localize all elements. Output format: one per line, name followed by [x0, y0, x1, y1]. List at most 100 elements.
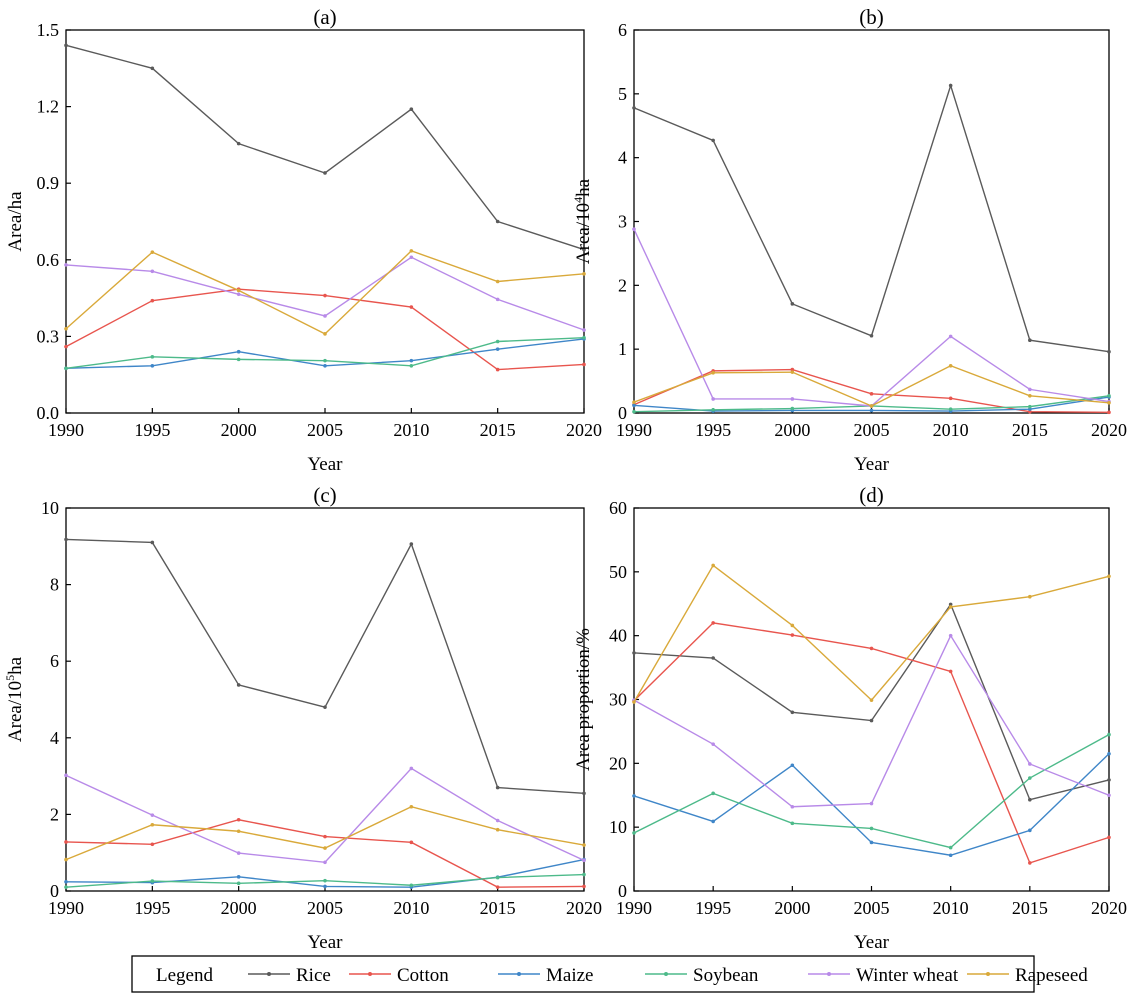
data-point-cotton [1028, 861, 1032, 865]
data-point-maize [790, 763, 795, 768]
data-point-soybean [64, 885, 68, 889]
data-point-soybean [236, 881, 241, 886]
data-point-rapeseed [1107, 574, 1111, 579]
series-line-rice [633, 602, 1110, 801]
data-point-rapeseed [150, 822, 155, 827]
y-tick-label: 0 [50, 881, 59, 901]
data-point-winter-wheat [1107, 793, 1111, 798]
y-tick-label: 40 [609, 626, 627, 646]
data-point-rapeseed [64, 326, 68, 331]
series-line-rapeseed [65, 250, 585, 335]
chart-title: (b) [859, 5, 884, 29]
data-point-cotton [323, 834, 327, 839]
chart-title: (c) [313, 483, 336, 507]
y-tick-label: 4 [618, 148, 627, 168]
data-point-maize [236, 875, 241, 879]
data-point-cotton [948, 669, 953, 674]
y-tick-label: 8 [50, 575, 59, 595]
data-point-winter-wheat [236, 292, 241, 297]
data-point-rapeseed [1028, 393, 1032, 398]
y-axis-label: Area/104ha [571, 178, 594, 264]
data-point-rapeseed [632, 700, 636, 704]
data-point-soybean [64, 366, 68, 371]
data-point-rapeseed [323, 332, 327, 336]
data-point-rapeseed [869, 698, 874, 702]
x-tick-label: 2015 [1012, 898, 1048, 918]
data-point-rapeseed [495, 279, 500, 284]
data-point-rapeseed [495, 827, 500, 832]
y-tick-label: 0 [618, 881, 627, 901]
y-tick-label: 0.6 [37, 250, 60, 270]
data-point-rice [64, 537, 68, 542]
data-point-rice [1028, 338, 1032, 343]
series-line-soybean [65, 336, 585, 370]
data-point-winter-wheat [64, 773, 68, 778]
data-point-maize [323, 363, 327, 368]
data-point-winter-wheat [582, 858, 586, 863]
data-point-winter-wheat [236, 851, 241, 855]
data-point-cotton [1107, 835, 1111, 840]
data-point-rice [869, 718, 874, 723]
data-point-winter-wheat [790, 397, 795, 401]
data-point-rice [495, 219, 500, 224]
data-point-rice [150, 540, 155, 545]
chart-panel-a: (a) 1990 1995 2000 2005 2010 2015 2020 0.0 0.3 0.6… [5, 5, 602, 475]
x-tick-label: 2010 [393, 420, 429, 440]
legend-swatch-marker [517, 972, 521, 976]
data-point-soybean [1028, 404, 1032, 409]
data-point-winter-wheat [632, 227, 636, 231]
data-point-rice [582, 247, 586, 252]
legend-label: Maize [546, 965, 593, 986]
data-point-soybean [948, 407, 953, 411]
data-point-maize [632, 403, 636, 408]
x-tick-label: 2000 [774, 420, 810, 440]
x-tick-label: 1995 [695, 420, 731, 440]
y-tick-label: 6 [50, 651, 59, 671]
data-point-rapeseed [711, 370, 715, 375]
data-point-winter-wheat [1028, 762, 1032, 766]
y-tick-label: 6 [618, 20, 627, 40]
charts: (a)1990 1995 2000 2005 2010 2015 20200.00.30.6… [3, 5, 1127, 953]
data-point-maize [323, 884, 327, 889]
data-point-rice [495, 785, 500, 790]
data-point-rapeseed [632, 400, 636, 404]
y-tick-label: 1 [618, 339, 627, 359]
data-point-winter-wheat [495, 818, 500, 823]
data-point-winter-wheat [790, 804, 795, 809]
chart-panel-d: (d) 1990 1995 2000 2005 2010 2015 2020 0 10 20 30 40… [573, 483, 1127, 953]
data-point-winter-wheat [495, 297, 500, 302]
x-tick-label: 2005 [307, 420, 343, 440]
data-point-rapeseed [323, 846, 327, 850]
data-point-winter-wheat [711, 397, 715, 401]
data-point-cotton [948, 396, 953, 401]
y-tick-label: 20 [609, 753, 627, 773]
data-point-winter-wheat [323, 314, 327, 318]
y-axis-label: Area/105ha [3, 656, 26, 742]
data-point-maize [869, 840, 874, 845]
x-tick-label: 2010 [933, 420, 969, 440]
data-point-cotton [869, 392, 874, 396]
data-point-soybean [711, 408, 715, 412]
data-point-rice [1028, 797, 1032, 802]
y-tick-label: 5 [618, 84, 627, 104]
chart-panel-b: (b) 1990 1995 2000 2005 2010 2015 2020 0 1 2 3 4 5 6 Ye… [571, 5, 1127, 475]
data-point-rice [948, 602, 953, 607]
data-point-soybean [582, 335, 586, 340]
data-point-rapeseed [409, 804, 414, 809]
y-tick-label: 0.3 [37, 326, 60, 346]
data-point-winter-wheat [409, 766, 414, 771]
data-point-maize [1107, 751, 1111, 756]
data-point-rice [150, 66, 155, 71]
x-tick-label: 1990 [616, 420, 652, 440]
data-point-maize [495, 347, 500, 351]
data-point-soybean [1028, 776, 1032, 780]
data-point-rice [582, 791, 586, 796]
series-line-rapeseed [65, 805, 585, 861]
data-point-cotton [1028, 409, 1032, 414]
x-tick-label: 1995 [695, 898, 731, 918]
x-tick-label: 2000 [221, 420, 257, 440]
legend-swatch-marker [664, 972, 668, 976]
data-point-rapeseed [64, 857, 68, 862]
data-point-soybean [948, 845, 953, 850]
legend-title: Legend [156, 965, 213, 986]
